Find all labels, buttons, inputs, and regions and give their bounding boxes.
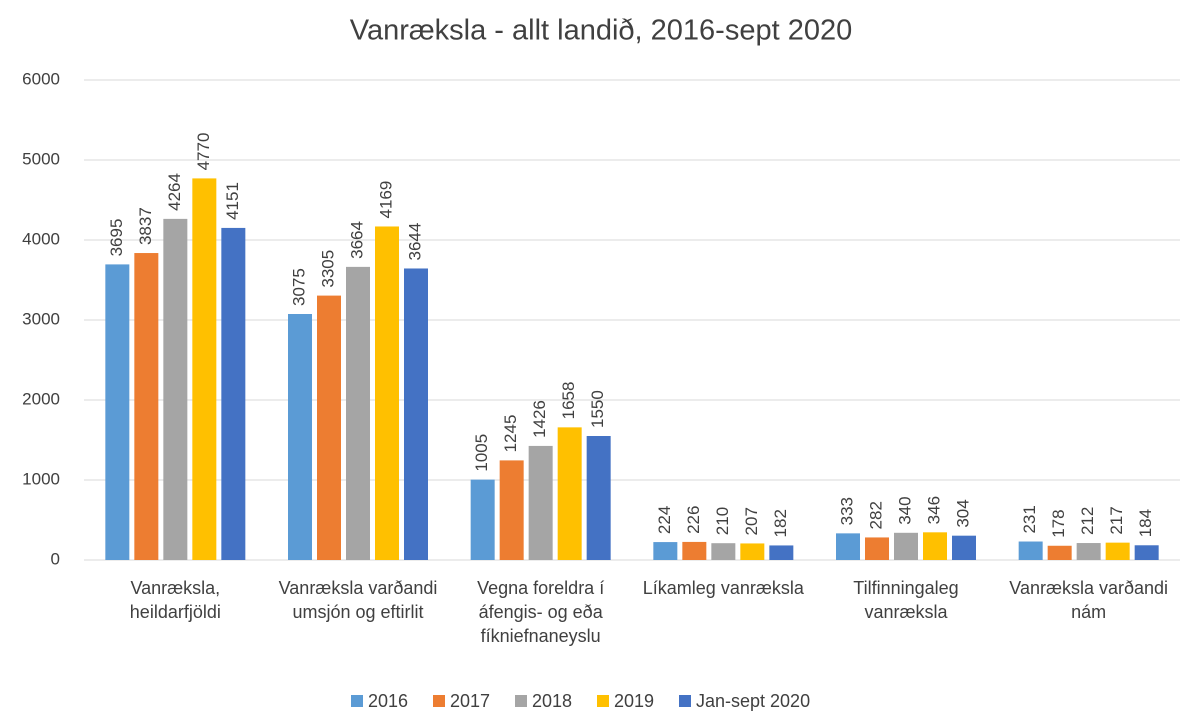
bar [586, 436, 611, 560]
value-label: 304 [953, 499, 972, 527]
bar [470, 479, 495, 560]
y-tick-label: 3000 [22, 309, 60, 328]
bar [192, 178, 217, 560]
x-tick-label: Líkamleg vanræksla [642, 578, 804, 598]
y-tick-label: 6000 [22, 69, 60, 88]
bar [499, 460, 524, 560]
value-label: 207 [742, 507, 761, 535]
value-label: 3305 [318, 250, 337, 288]
value-label: 1658 [559, 382, 578, 420]
legend-label: 2017 [450, 691, 490, 711]
legend-swatch [515, 695, 527, 707]
value-label: 3664 [347, 221, 366, 259]
legend-label: 2018 [532, 691, 572, 711]
value-label: 3075 [289, 268, 308, 306]
value-label: 340 [895, 496, 914, 524]
y-tick-label: 5000 [22, 149, 60, 168]
y-tick-label: 4000 [22, 229, 60, 248]
bar [404, 268, 428, 560]
value-label: 4151 [223, 182, 242, 220]
bar [528, 445, 553, 560]
bar [711, 543, 736, 560]
y-tick-label: 2000 [22, 389, 60, 408]
value-label: 1005 [472, 434, 491, 472]
bar [653, 542, 678, 560]
bar [1047, 545, 1072, 560]
bar [865, 537, 889, 560]
value-label: 3644 [405, 223, 424, 261]
bar [952, 535, 976, 560]
value-label: 4264 [165, 173, 184, 211]
bar [375, 226, 399, 561]
x-tick-label: Vegna foreldra í áfengis- og eða fíknief… [477, 578, 605, 646]
value-label: 182 [771, 509, 790, 537]
value-label: 226 [684, 506, 703, 534]
value-label: 210 [713, 507, 732, 535]
legend-label: 2019 [614, 691, 654, 711]
legend-label: Jan-sept 2020 [696, 691, 810, 711]
bar [1076, 543, 1101, 560]
value-label: 282 [866, 501, 885, 529]
bar [894, 532, 918, 560]
bar [1134, 545, 1159, 560]
value-label: 184 [1136, 509, 1155, 537]
bar [163, 218, 188, 560]
value-label: 231 [1020, 505, 1039, 533]
value-label: 1426 [530, 400, 549, 438]
legend-swatch [597, 695, 609, 707]
legend-swatch [433, 695, 445, 707]
bar [1018, 541, 1043, 560]
bar [134, 253, 159, 561]
x-tick-label: Vanræksla varðandi umsjón og eftirlit [278, 578, 438, 622]
x-tick-label: Tilfinningaleg vanræksla [853, 578, 959, 622]
x-tick-label: Vanræksla varðandi nám [1009, 578, 1169, 622]
value-label: 4770 [194, 133, 213, 171]
bar [288, 314, 312, 560]
x-tick-label: Vanræksla, heildarfjöldi [129, 578, 221, 622]
chart-title: Vanræksla - allt landið, 2016-sept 2020 [350, 15, 852, 47]
legend-swatch [351, 695, 363, 707]
value-label: 1245 [501, 415, 520, 453]
bar [346, 266, 370, 560]
bar [836, 533, 860, 560]
value-label: 3837 [136, 207, 155, 245]
value-label: 333 [837, 497, 856, 525]
value-label: 1550 [588, 390, 607, 428]
bar [221, 227, 246, 561]
value-label: 4169 [376, 181, 395, 219]
bar [1105, 542, 1130, 560]
y-tick-label: 1000 [22, 469, 60, 488]
value-label: 178 [1049, 509, 1068, 537]
bar [923, 532, 947, 560]
bar [682, 541, 707, 560]
bar [740, 543, 765, 560]
bar [769, 545, 794, 560]
value-label: 3695 [107, 219, 126, 257]
bar [317, 295, 341, 560]
value-label: 346 [924, 496, 943, 524]
legend-label: 2016 [368, 691, 408, 711]
bar [557, 427, 582, 560]
legend-swatch [679, 695, 691, 707]
y-tick-label: 0 [51, 549, 60, 568]
value-label: 212 [1078, 507, 1097, 535]
value-label: 217 [1107, 506, 1126, 534]
bar [105, 264, 130, 560]
value-label: 224 [655, 506, 674, 534]
